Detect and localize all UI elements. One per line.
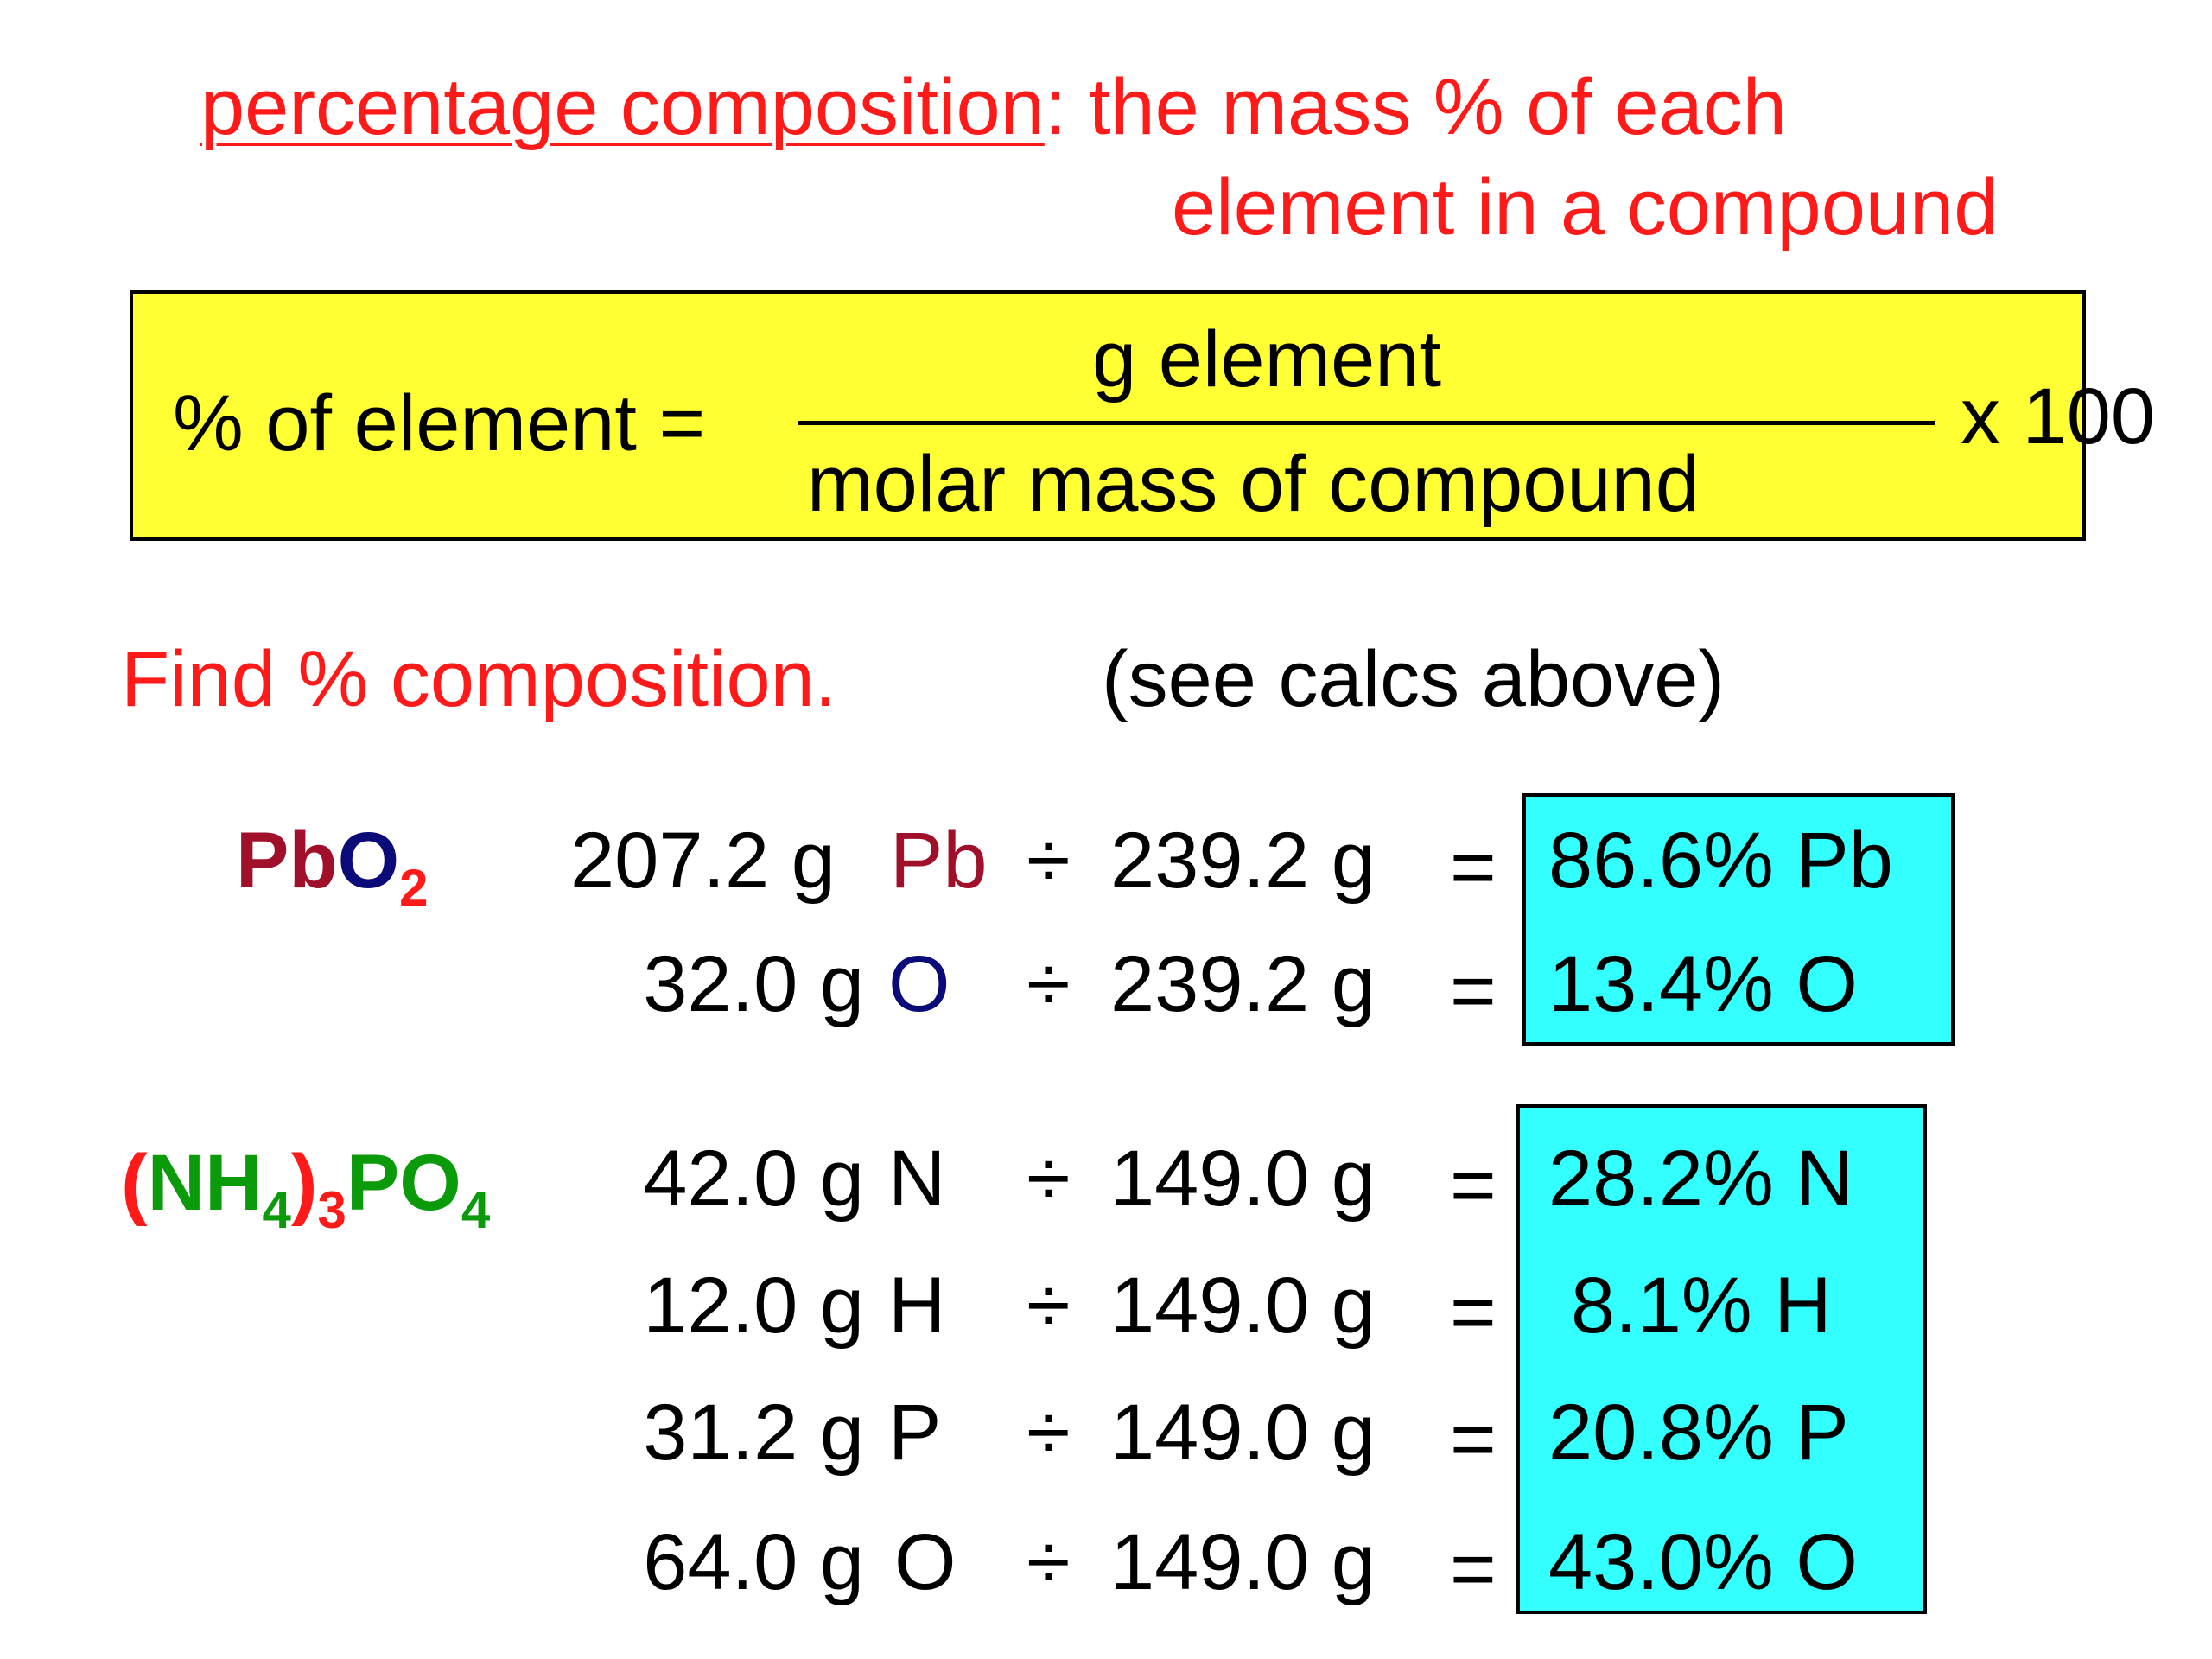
- molar-mass: 149.0 g: [1110, 1389, 1376, 1477]
- equals-sign: =: [1450, 1268, 1497, 1357]
- formula-part: O: [337, 817, 400, 905]
- formula-part: PO: [346, 1139, 461, 1227]
- formula-part: (: [121, 1139, 148, 1227]
- equals-sign: =: [1450, 1395, 1497, 1484]
- formula-box: % of element = g element molar mass of c…: [130, 290, 2155, 541]
- element-symbol: Pb: [890, 817, 988, 905]
- result: 20.8% P: [1548, 1389, 1849, 1477]
- element-symbol: O: [894, 1518, 957, 1606]
- mass: 64.0 g: [643, 1518, 864, 1606]
- result-box-nh4-3po4: [1516, 1104, 1927, 1614]
- formula-part: ): [290, 1139, 318, 1227]
- divide-sign: ÷: [1027, 1262, 1071, 1350]
- formula-denominator: molar mass of compound: [807, 440, 1700, 528]
- divide-sign: ÷: [1027, 1518, 1071, 1606]
- equals-sign: =: [1450, 1525, 1497, 1613]
- formula-part: NH: [147, 1139, 263, 1227]
- title-line-1: percentage composition: the mass % of ea…: [200, 67, 1787, 147]
- formula-part: 3: [317, 1181, 346, 1239]
- molar-mass: 239.2 g: [1110, 817, 1376, 905]
- divide-sign: ÷: [1027, 940, 1071, 1028]
- result: 8.1% H: [1571, 1262, 1832, 1350]
- mass: 12.0 g: [643, 1262, 864, 1350]
- formula-multiplier: x 100: [1961, 372, 2156, 461]
- molar-mass: 149.0 g: [1110, 1262, 1376, 1350]
- formula-part: 4: [262, 1181, 291, 1239]
- element-symbol: O: [888, 940, 950, 1028]
- formula-lhs: % of element =: [173, 379, 706, 467]
- equals-sign: =: [1450, 823, 1497, 912]
- mass: 32.0 g: [643, 940, 864, 1028]
- formula-part: Pb: [236, 817, 338, 905]
- formula-part: 4: [461, 1181, 491, 1239]
- definition-part-1: : the mass % of each: [1044, 63, 1787, 151]
- divide-sign: ÷: [1027, 817, 1071, 905]
- mass: 42.0 g: [643, 1135, 864, 1223]
- formula-numerator: g element: [1092, 315, 1442, 404]
- result: 86.6% Pb: [1548, 817, 1893, 905]
- term: percentage composition: [200, 63, 1045, 151]
- molar-mass: 149.0 g: [1110, 1135, 1376, 1223]
- molar-mass: 149.0 g: [1110, 1518, 1376, 1606]
- mass: 31.2 g: [643, 1389, 864, 1477]
- definition-part-2: element in a compound: [1172, 163, 1999, 251]
- equals-sign: =: [1450, 947, 1497, 1035]
- element-symbol: P: [888, 1389, 942, 1477]
- mass: 207.2 g: [570, 817, 836, 905]
- element-symbol: H: [888, 1262, 946, 1350]
- divide-sign: ÷: [1027, 1389, 1071, 1477]
- divide-sign: ÷: [1027, 1135, 1071, 1223]
- equals-sign: =: [1450, 1141, 1497, 1230]
- result: 28.2% N: [1548, 1135, 1853, 1223]
- compound-formula-pbo2: PbO2: [236, 821, 429, 914]
- formula-part: 2: [399, 859, 429, 917]
- see-note: (see calcs above): [1102, 635, 1725, 723]
- find-prompt: Find % composition.: [121, 635, 837, 723]
- result: 43.0% O: [1548, 1518, 1858, 1606]
- compound-formula-nh4-3po4: (NH4)3PO4: [121, 1143, 490, 1236]
- fraction-bar: [798, 421, 1935, 425]
- molar-mass: 239.2 g: [1110, 940, 1376, 1028]
- result: 13.4% O: [1548, 940, 1858, 1028]
- result-box-pbo2: [1522, 793, 1955, 1046]
- element-symbol: N: [888, 1135, 946, 1223]
